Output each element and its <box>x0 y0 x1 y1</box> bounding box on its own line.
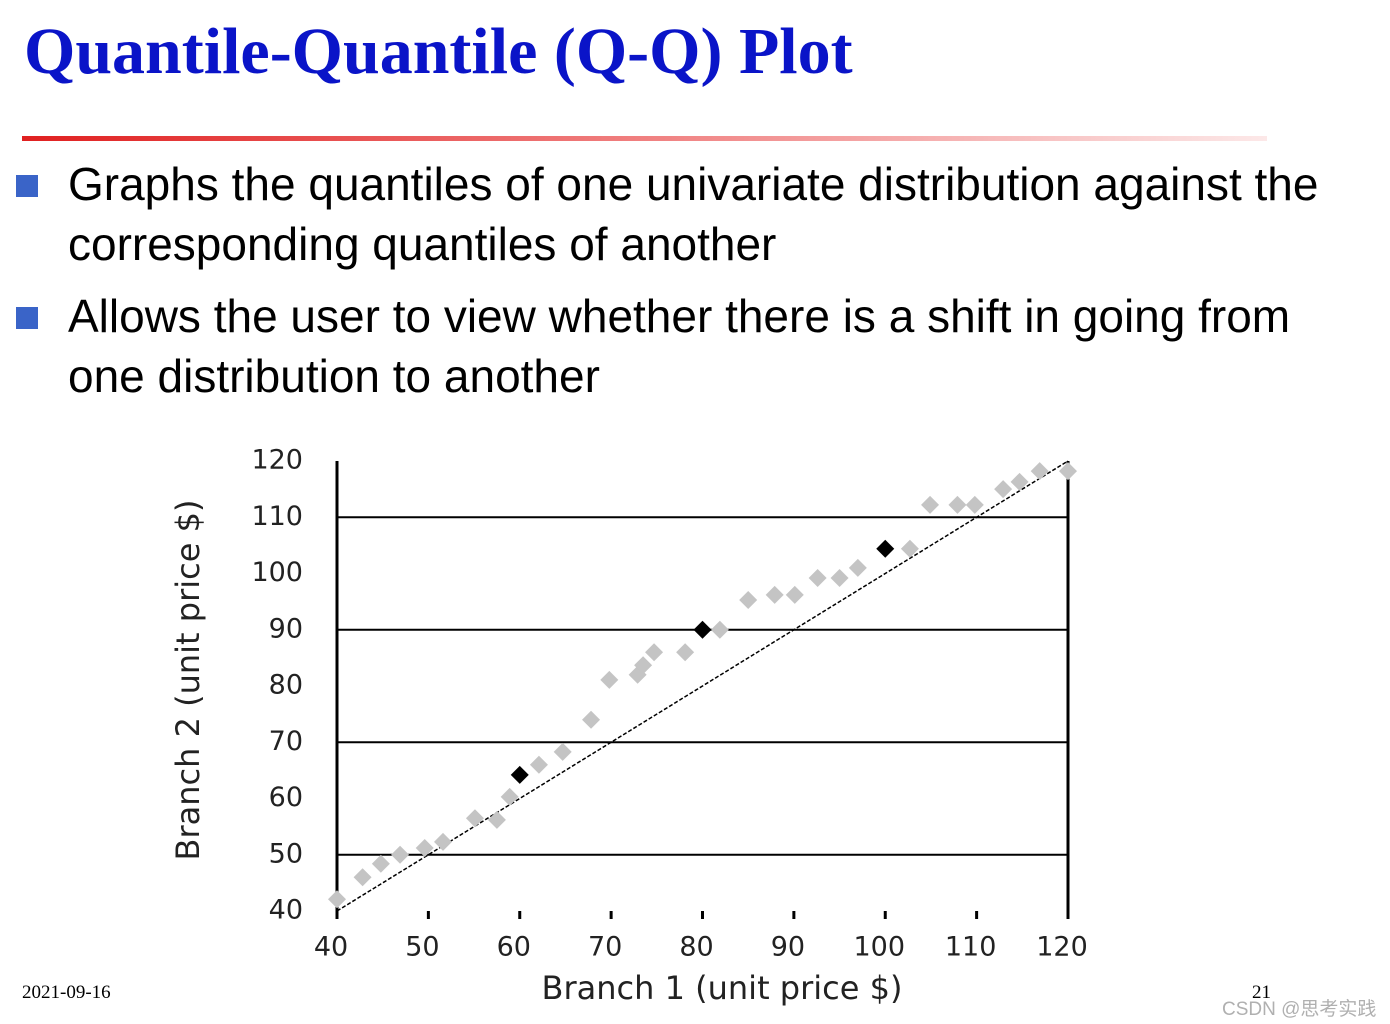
x-tick-label: 110 <box>945 932 997 963</box>
data-point <box>876 539 895 558</box>
data-point <box>645 643 664 662</box>
x-axis-label: Branch 1 (unit price $) <box>542 969 903 1007</box>
x-tick-label: 50 <box>405 932 439 963</box>
data-point <box>848 558 867 577</box>
slide-title: Quantile-Quantile (Q-Q) Plot <box>24 15 853 88</box>
data-point <box>500 787 519 806</box>
data-point <box>676 643 695 662</box>
data-point <box>553 742 572 761</box>
data-point <box>693 620 712 639</box>
x-tick-label: 90 <box>771 932 805 963</box>
data-point <box>965 495 984 514</box>
x-tick-label: 40 <box>314 932 348 963</box>
y-tick-label: 50 <box>269 838 303 869</box>
x-tick-label: 70 <box>588 932 622 963</box>
y-tick-label: 60 <box>269 782 303 813</box>
x-tick-label: 60 <box>497 932 531 963</box>
x-tick-label: 80 <box>679 932 713 963</box>
reference-line <box>336 460 1069 912</box>
y-tick-label: 100 <box>251 557 303 588</box>
data-point <box>328 890 346 909</box>
data-point <box>1010 472 1029 491</box>
bullet-marker <box>16 175 38 197</box>
data-point <box>710 620 729 639</box>
data-point <box>1030 462 1049 481</box>
data-point <box>1059 462 1077 481</box>
data-point <box>353 868 372 887</box>
y-tick-label: 40 <box>269 895 303 926</box>
data-point <box>465 809 484 828</box>
data-point <box>600 670 619 689</box>
data-point <box>582 710 601 729</box>
watermark: CSDN @思考实践 <box>1222 999 1377 1020</box>
data-point <box>391 845 410 864</box>
data-point <box>900 539 919 558</box>
bullet-text: Allows the user to view whether there is… <box>68 290 1291 402</box>
y-tick-label: 120 <box>251 445 303 476</box>
x-tick-label: 120 <box>1036 932 1088 963</box>
data-point <box>371 854 390 873</box>
data-point <box>808 569 827 587</box>
data-point <box>830 569 849 587</box>
data-point <box>785 585 804 604</box>
data-point <box>739 590 758 609</box>
data-point <box>948 495 967 514</box>
y-tick-label: 80 <box>269 670 303 701</box>
footer-date: 2021-09-16 <box>22 982 111 1003</box>
data-point <box>433 832 452 851</box>
data-point <box>529 755 548 774</box>
data-point <box>487 810 506 829</box>
data-point <box>634 656 653 675</box>
page-number: 21 <box>1252 982 1271 1003</box>
y-tick-label: 110 <box>251 501 303 532</box>
data-point <box>994 480 1013 499</box>
data-point <box>765 585 784 604</box>
data-point <box>510 765 529 784</box>
y-axis-label: Branch 2 (unit price $) <box>169 500 207 861</box>
title-rule <box>22 136 1267 141</box>
y-tick-label: 90 <box>269 613 303 644</box>
data-point <box>415 839 434 857</box>
x-tick-label: 100 <box>853 932 905 963</box>
bullet-marker <box>16 307 38 329</box>
y-tick-label: 70 <box>269 726 303 757</box>
data-point <box>921 495 940 514</box>
bullet-text: Graphs the quantiles of one univariate d… <box>68 158 1319 270</box>
